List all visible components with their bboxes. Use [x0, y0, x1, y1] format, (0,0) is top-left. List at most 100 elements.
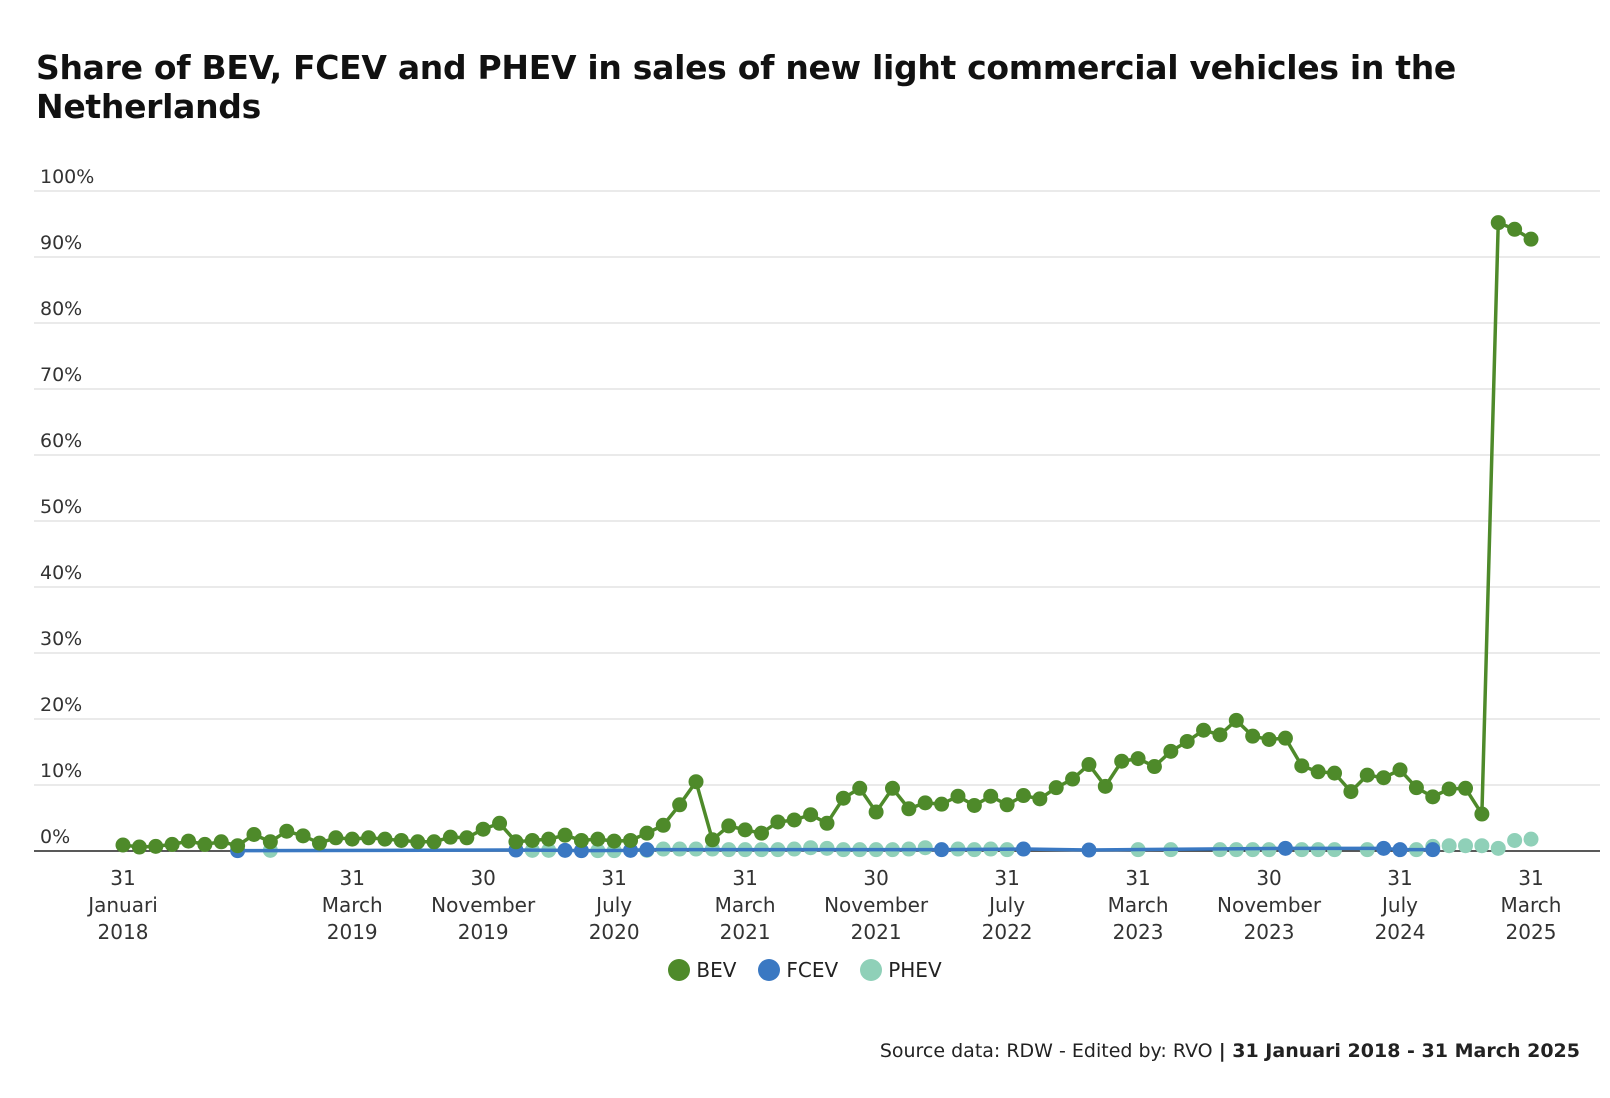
data-point-bev[interactable] — [884, 780, 900, 796]
data-point-fcev[interactable] — [1277, 840, 1293, 856]
data-point-bev[interactable] — [1376, 770, 1392, 786]
data-point-bev[interactable] — [1097, 778, 1113, 794]
data-point-bev[interactable] — [1327, 765, 1343, 781]
data-point-bev[interactable] — [1474, 806, 1490, 822]
data-point-bev[interactable] — [246, 827, 262, 842]
data-point-bev[interactable] — [655, 817, 671, 833]
data-point-bev[interactable] — [279, 823, 295, 839]
data-point-bev[interactable] — [1163, 743, 1179, 759]
data-point-phev[interactable] — [803, 840, 819, 856]
data-point-phev[interactable] — [1441, 838, 1457, 854]
data-point-fcev[interactable] — [1376, 840, 1392, 856]
data-point-fcev[interactable] — [1392, 842, 1408, 858]
data-point-bev[interactable] — [1408, 780, 1424, 796]
data-point-bev[interactable] — [393, 832, 409, 848]
data-point-bev[interactable] — [1212, 727, 1228, 743]
data-point-bev[interactable] — [492, 815, 508, 831]
data-point-bev[interactable] — [1392, 762, 1408, 778]
data-point-bev[interactable] — [704, 832, 720, 848]
data-point-bev[interactable] — [328, 830, 344, 846]
data-point-bev[interactable] — [1425, 789, 1441, 805]
data-point-phev[interactable] — [1490, 840, 1506, 856]
data-point-bev[interactable] — [115, 837, 131, 853]
data-point-bev[interactable] — [1458, 780, 1474, 796]
data-point-bev[interactable] — [1228, 712, 1244, 728]
data-point-bev[interactable] — [1114, 753, 1130, 769]
data-point-fcev[interactable] — [1425, 842, 1441, 858]
data-point-bev[interactable] — [639, 825, 655, 841]
data-point-bev[interactable] — [721, 818, 737, 834]
data-point-bev[interactable] — [1032, 791, 1048, 807]
data-point-bev[interactable] — [230, 838, 246, 854]
data-point-bev[interactable] — [426, 834, 442, 850]
data-point-bev[interactable] — [1065, 771, 1081, 787]
data-point-phev[interactable] — [1474, 838, 1490, 854]
data-point-bev[interactable] — [1245, 728, 1261, 744]
data-point-bev[interactable] — [295, 828, 311, 844]
data-point-bev[interactable] — [377, 831, 393, 847]
data-point-fcev[interactable] — [934, 842, 950, 858]
data-point-bev[interactable] — [672, 797, 688, 813]
data-point-bev[interactable] — [770, 814, 786, 830]
data-point-bev[interactable] — [803, 807, 819, 823]
data-point-bev[interactable] — [1277, 730, 1293, 746]
data-point-bev[interactable] — [819, 815, 835, 831]
legend-item-phev[interactable]: PHEV — [860, 958, 942, 982]
data-point-bev[interactable] — [1294, 758, 1310, 774]
data-point-bev[interactable] — [1179, 733, 1195, 749]
data-point-bev[interactable] — [573, 832, 589, 848]
data-point-bev[interactable] — [361, 830, 377, 846]
data-point-bev[interactable] — [508, 834, 524, 850]
data-point-bev[interactable] — [868, 804, 884, 820]
data-point-bev[interactable] — [1130, 751, 1146, 767]
data-point-bev[interactable] — [311, 835, 327, 851]
data-point-bev[interactable] — [1081, 757, 1097, 773]
data-point-bev[interactable] — [852, 780, 868, 796]
data-point-bev[interactable] — [901, 801, 917, 817]
legend-item-bev[interactable]: BEV — [668, 958, 736, 982]
data-point-bev[interactable] — [1048, 780, 1064, 796]
data-point-bev[interactable] — [688, 774, 704, 790]
data-point-bev[interactable] — [623, 832, 639, 848]
data-point-bev[interactable] — [1507, 221, 1523, 237]
data-point-bev[interactable] — [1441, 781, 1457, 797]
data-point-fcev[interactable] — [639, 842, 655, 858]
data-point-bev[interactable] — [1146, 759, 1162, 775]
data-point-bev[interactable] — [1310, 764, 1326, 780]
data-point-bev[interactable] — [999, 797, 1015, 813]
data-point-bev[interactable] — [1261, 731, 1277, 747]
data-point-bev[interactable] — [737, 822, 753, 838]
data-point-bev[interactable] — [950, 788, 966, 804]
data-point-bev[interactable] — [835, 790, 851, 806]
data-point-bev[interactable] — [606, 833, 622, 849]
data-point-phev[interactable] — [1507, 832, 1523, 848]
data-point-bev[interactable] — [344, 831, 360, 847]
data-point-fcev[interactable] — [1015, 841, 1031, 857]
data-point-bev[interactable] — [1490, 215, 1506, 231]
data-point-bev[interactable] — [1523, 231, 1539, 247]
data-point-bev[interactable] — [917, 795, 933, 811]
data-point-phev[interactable] — [1523, 831, 1539, 847]
data-point-bev[interactable] — [786, 812, 802, 828]
data-point-bev[interactable] — [459, 830, 475, 846]
data-point-bev[interactable] — [524, 832, 540, 848]
data-point-bev[interactable] — [934, 796, 950, 812]
data-point-fcev[interactable] — [557, 842, 573, 858]
data-point-bev[interactable] — [590, 831, 606, 847]
data-point-bev[interactable] — [131, 839, 147, 855]
data-point-fcev[interactable] — [1081, 842, 1097, 858]
data-point-bev[interactable] — [983, 788, 999, 804]
data-point-bev[interactable] — [148, 838, 164, 854]
legend-item-fcev[interactable]: FCEV — [758, 958, 838, 982]
data-point-bev[interactable] — [442, 829, 458, 845]
data-point-bev[interactable] — [1015, 788, 1031, 804]
data-point-bev[interactable] — [213, 834, 229, 850]
data-point-bev[interactable] — [410, 834, 426, 850]
data-point-bev[interactable] — [262, 834, 278, 850]
data-point-bev[interactable] — [180, 833, 196, 849]
data-point-bev[interactable] — [1359, 767, 1375, 783]
data-point-bev[interactable] — [754, 825, 770, 841]
data-point-bev[interactable] — [557, 827, 573, 843]
data-point-bev[interactable] — [966, 797, 982, 813]
data-point-bev[interactable] — [475, 821, 491, 837]
